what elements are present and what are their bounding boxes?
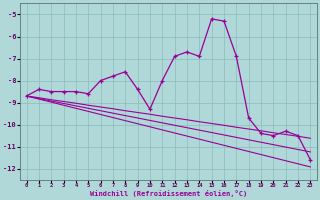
X-axis label: Windchill (Refroidissement éolien,°C): Windchill (Refroidissement éolien,°C) — [90, 190, 247, 197]
